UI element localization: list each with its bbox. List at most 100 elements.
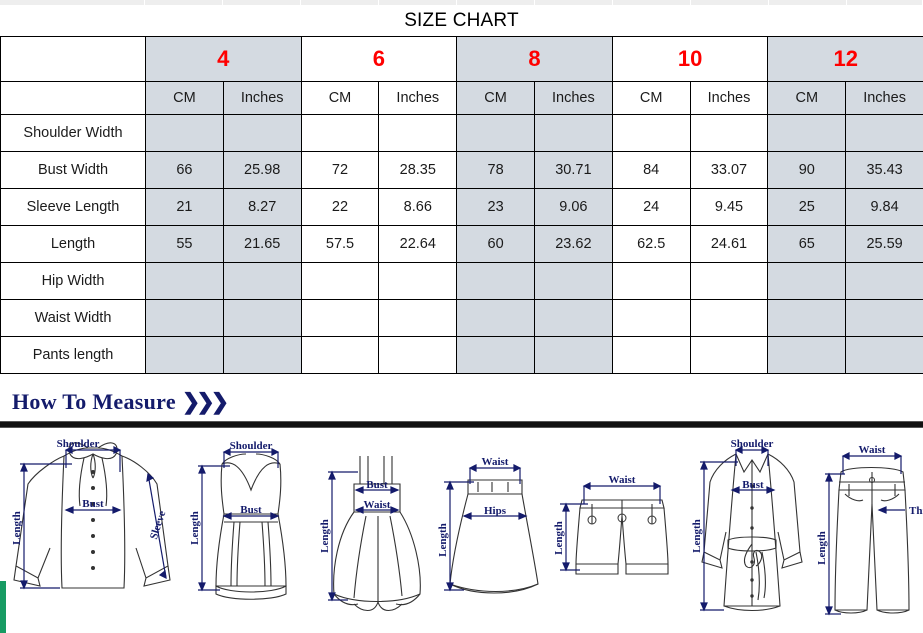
label-bust: Bust	[742, 479, 764, 491]
size-header-12: 12	[767, 36, 923, 82]
measurement-cell	[611, 114, 691, 152]
measurement-cell: 8.66	[378, 188, 458, 226]
horizontal-divider	[0, 421, 923, 428]
measurement-cell	[222, 262, 302, 300]
unit-header-inches: Inches	[378, 81, 458, 115]
measurement-cell: 9.45	[689, 188, 769, 226]
illustration-camisole: Shoulder Bust Length	[189, 440, 287, 600]
measurement-cell	[611, 336, 691, 374]
label-length: Length	[816, 531, 828, 565]
sheet-column-marker	[0, 0, 145, 5]
size-number: 4	[217, 46, 230, 71]
table-row: Hip Width	[0, 262, 923, 300]
table-row: Waist Width	[0, 299, 923, 337]
label-shoulder: Shoulder	[731, 438, 774, 450]
measurement-cell: 33.07	[689, 151, 769, 189]
label-length: Length	[437, 523, 449, 557]
label-waist: Waist	[859, 444, 886, 456]
green-edge-marker	[0, 581, 6, 633]
sheet-column-marker	[613, 0, 691, 5]
label-thigh: Thigh	[909, 505, 923, 517]
sheet-column-marker	[145, 0, 223, 5]
measurement-cell	[689, 336, 769, 374]
measurement-cell	[456, 336, 535, 374]
row-label: Sleeve Length	[0, 188, 146, 226]
unit-header-cm: CM	[611, 81, 691, 115]
sheet-column-marker	[769, 0, 847, 5]
measurement-cell	[222, 299, 302, 337]
measurement-cell	[456, 299, 535, 337]
table-row: Length 55 21.65 57.5 22.64 60 23.62 62.5 24.61 65…	[0, 225, 923, 263]
measurement-cell	[378, 299, 458, 337]
chevron-right-icon: ❯❯❯	[181, 389, 229, 414]
measurement-cell	[378, 114, 458, 152]
illustration-pants: Waist Thigh Length	[816, 444, 923, 616]
measurement-cell: 21.65	[222, 225, 302, 263]
measurement-cell: 55	[145, 225, 224, 263]
illustration-belted-coat: Shoulder Bust Length	[691, 438, 803, 612]
label-sleeve: Sleeve	[148, 509, 169, 541]
measurement-cell: 57.5	[300, 225, 380, 263]
size-header-corner	[0, 36, 146, 82]
measurement-cell	[300, 299, 380, 337]
table-unit-header-row: CM Inches CM Inches CM Inches CM Inches CM Inches	[0, 81, 923, 115]
illustration-shorts: Waist Length	[553, 474, 669, 575]
measurement-cell	[222, 114, 302, 152]
measurement-cell	[533, 299, 613, 337]
measurement-cell	[533, 336, 613, 374]
unit-header-corner	[0, 81, 146, 115]
size-number: 8	[528, 46, 541, 71]
measurement-cell	[767, 299, 847, 337]
measurement-cell: 8.27	[222, 188, 302, 226]
measurement-cell	[611, 262, 691, 300]
measurement-cell: 25	[767, 188, 847, 226]
measurement-cell: 23.62	[533, 225, 613, 263]
measurement-cell	[845, 114, 923, 152]
illustration-a-line-skirt: Waist Hips Length	[437, 456, 539, 594]
unit-header-inches: Inches	[845, 81, 923, 115]
unit-header-cm: CM	[456, 81, 535, 115]
row-label: Length	[0, 225, 146, 263]
measurement-cell: 25.59	[845, 225, 923, 263]
sheet-column-marker	[301, 0, 379, 5]
label-waist: Waist	[609, 474, 636, 486]
label-waist: Waist	[364, 499, 391, 511]
illustration-bow-blouse: Shoulder Bust Length Sleeve	[11, 438, 171, 590]
measurement-cell	[300, 336, 380, 374]
row-label: Shoulder Width	[0, 114, 146, 152]
how-to-measure-text: How To Measure	[12, 389, 176, 414]
measurement-cell	[222, 336, 302, 374]
measurement-cell: 84	[611, 151, 691, 189]
measurement-cell: 22.64	[378, 225, 458, 263]
table-row: Sleeve Length 21 8.27 22 8.66 23 9.06 24 9.45 25 9…	[0, 188, 923, 226]
measurement-cell	[456, 262, 535, 300]
label-shoulder: Shoulder	[230, 440, 273, 452]
row-label: Bust Width	[0, 151, 146, 189]
measurement-cell: 22	[300, 188, 380, 226]
measurement-cell	[533, 114, 613, 152]
size-number: 12	[833, 46, 858, 71]
label-waist: Waist	[482, 456, 509, 468]
label-length: Length	[189, 511, 201, 545]
measurement-cell: 9.06	[533, 188, 613, 226]
measurement-cell	[456, 114, 535, 152]
table-row: Pants length	[0, 336, 923, 374]
measurement-cell	[767, 336, 847, 374]
measurement-cell: 62.5	[611, 225, 691, 263]
row-label: Pants length	[0, 336, 146, 374]
label-length: Length	[319, 519, 331, 553]
measurement-cell	[767, 114, 847, 152]
measurement-cell: 60	[456, 225, 535, 263]
measurement-cell: 9.84	[845, 188, 923, 226]
measurement-cell: 23	[456, 188, 535, 226]
measurement-cell: 72	[300, 151, 380, 189]
measurement-cell	[145, 262, 224, 300]
measurement-cell	[145, 299, 224, 337]
label-hips: Hips	[484, 505, 507, 517]
measurement-cell: 65	[767, 225, 847, 263]
sheet-column-marker	[223, 0, 301, 5]
sheet-column-marker	[457, 0, 535, 5]
measurement-cell	[845, 299, 923, 337]
measurement-cell: 35.43	[845, 151, 923, 189]
measurement-cell	[378, 336, 458, 374]
